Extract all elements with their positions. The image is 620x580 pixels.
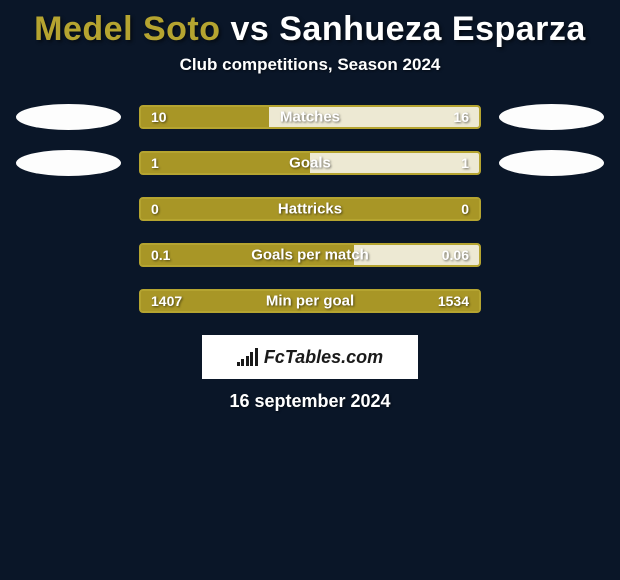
logo-spacer xyxy=(16,196,121,222)
bar-chart-icon xyxy=(237,348,258,366)
team-right-logo xyxy=(499,104,604,130)
stat-row: 1407 Min per goal 1534 xyxy=(0,289,620,313)
stat-value-left: 0 xyxy=(151,201,159,217)
stat-value-left: 1407 xyxy=(151,293,182,309)
stat-row: 0 Hattricks 0 xyxy=(0,197,620,221)
stat-value-right: 0 xyxy=(461,201,469,217)
team-left-logo xyxy=(16,104,121,130)
stat-value-right: 1534 xyxy=(438,293,469,309)
bar-right-fill xyxy=(310,153,479,173)
team-left-logo xyxy=(16,150,121,176)
title-vs: vs xyxy=(230,10,269,48)
logo-spacer xyxy=(16,288,121,314)
comparison-title: Medel Soto vs Sanhueza Esparza xyxy=(0,0,620,55)
stat-label: Min per goal xyxy=(266,293,354,310)
stat-bar: 0 Hattricks 0 xyxy=(139,197,481,221)
stat-value-right: 1 xyxy=(461,155,469,171)
stat-label: Matches xyxy=(280,109,340,126)
fctables-badge: FcTables.com xyxy=(202,335,418,379)
logo-spacer xyxy=(16,242,121,268)
stats-container: 10Matches161Goals10Hattricks00.1Goals pe… xyxy=(0,105,620,313)
team-right-logo xyxy=(499,150,604,176)
logo-spacer xyxy=(499,196,604,222)
stat-value-right: 0.06 xyxy=(442,247,469,263)
stat-row: 0.1 Goals per match 0.06 xyxy=(0,243,620,267)
stat-row: 10 Matches 16 xyxy=(0,105,620,129)
stat-bar: 0.1 Goals per match 0.06 xyxy=(139,243,481,267)
stat-value-left: 0.1 xyxy=(151,247,170,263)
stat-label: Hattricks xyxy=(278,201,342,218)
player-left-name: Medel Soto xyxy=(34,10,220,48)
stat-bar: 10 Matches 16 xyxy=(139,105,481,129)
stat-row: 1 Goals 1 xyxy=(0,151,620,175)
stat-value-left: 1 xyxy=(151,155,159,171)
bar-left-fill xyxy=(141,153,310,173)
stat-bar: 1 Goals 1 xyxy=(139,151,481,175)
stat-value-left: 10 xyxy=(151,109,167,125)
fctables-label: FcTables.com xyxy=(264,347,383,368)
stat-label: Goals xyxy=(289,155,331,172)
stat-value-right: 16 xyxy=(453,109,469,125)
date-text: 16 september 2024 xyxy=(0,391,620,412)
logo-spacer xyxy=(499,242,604,268)
subtitle: Club competitions, Season 2024 xyxy=(0,55,620,75)
stat-label: Goals per match xyxy=(251,247,369,264)
player-right-name: Sanhueza Esparza xyxy=(279,10,586,48)
logo-spacer xyxy=(499,288,604,314)
stat-bar: 1407 Min per goal 1534 xyxy=(139,289,481,313)
